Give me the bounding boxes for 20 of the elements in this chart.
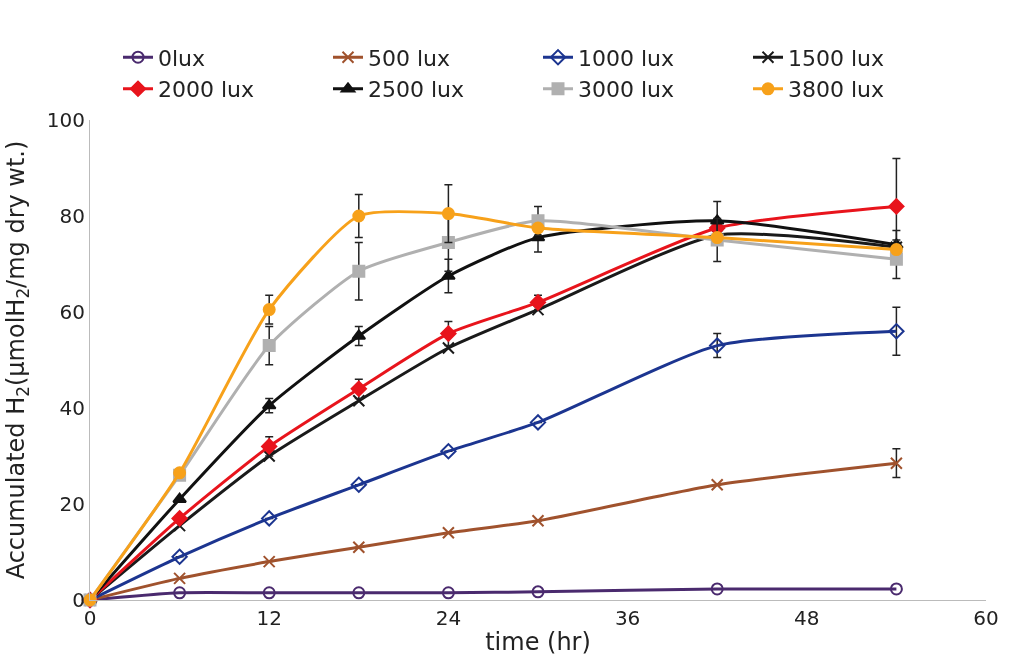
x-tick-label: 12 — [256, 606, 282, 630]
x-tick-label: 48 — [794, 606, 820, 630]
y-tick-label: 60 — [59, 300, 85, 324]
legend-label: 2000 lux — [158, 77, 255, 103]
legend-label: 2500 lux — [368, 77, 465, 103]
x-tick-label: 60 — [973, 606, 999, 630]
legend-label: 1000 lux — [578, 45, 675, 71]
legend-label: 0lux — [158, 45, 206, 71]
legend-label: 1500 lux — [788, 45, 885, 71]
y-tick-label: 100 — [46, 108, 85, 132]
y-tick-label: 0 — [72, 588, 85, 612]
legend-label: 3000 lux — [578, 77, 675, 103]
x-tick-label: 36 — [614, 606, 641, 630]
x-tick-label: 24 — [435, 606, 462, 630]
y-tick-label: 80 — [59, 204, 85, 228]
legend-label: 500 lux — [368, 45, 451, 71]
legend-label: 3800 lux — [788, 77, 885, 103]
y-tick-label: 20 — [59, 492, 85, 516]
y-tick-label: 40 — [59, 396, 85, 420]
x-axis-title: time (hr) — [485, 628, 591, 657]
